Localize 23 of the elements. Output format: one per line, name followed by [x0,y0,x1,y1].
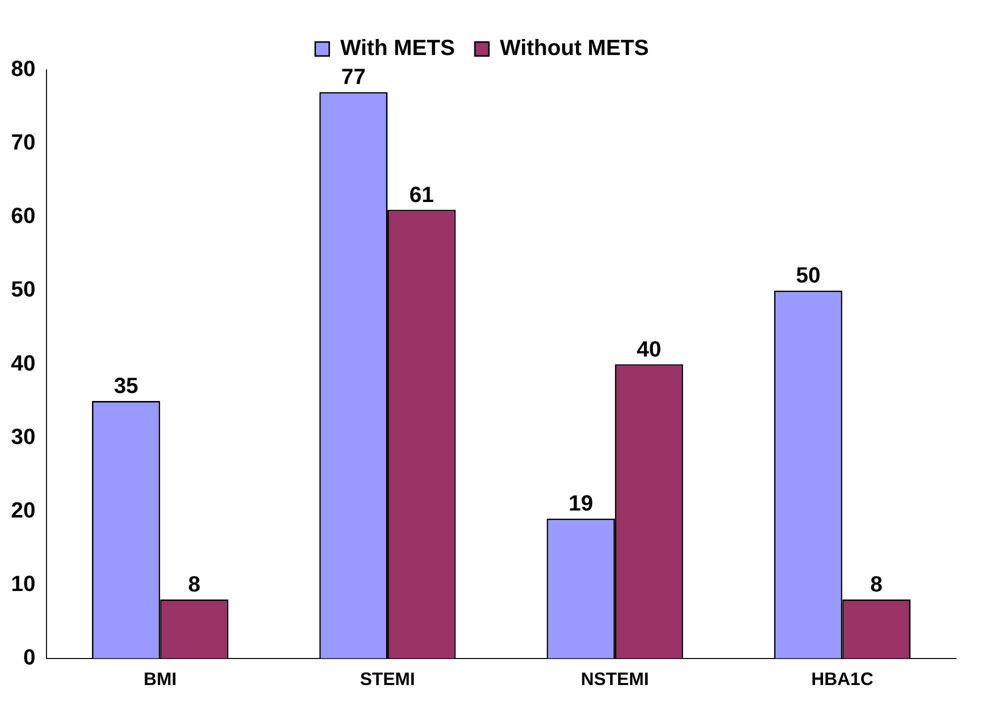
y-tick-label: 0 [23,644,36,670]
y-tick-label: 40 [10,350,36,376]
x-tick-label: HBA1C [811,669,874,690]
y-tick-label: 20 [10,497,36,522]
data-label: 35 [114,373,138,398]
legend-label: Without METS [500,35,649,60]
x-tick-label: BMI [144,669,177,690]
y-tick-label: 30 [10,424,36,449]
data-label: 77 [341,64,366,90]
data-label: 19 [568,490,594,516]
y-tick-label: 80 [10,56,36,82]
y-tick-label: 70 [10,130,36,155]
data-label: 8 [870,572,883,597]
x-tick-label: NSTEMI [580,669,649,690]
data-label: 50 [796,262,820,288]
data-label: 8 [188,572,200,597]
x-tick-label: STEMI [360,669,416,690]
legend-label: With METS [340,35,455,60]
y-tick-label: 50 [10,276,36,302]
y-tick-label: 60 [10,203,36,228]
data-label: 61 [409,182,434,207]
data-label: 40 [636,336,662,362]
y-tick-label: 10 [10,570,36,596]
